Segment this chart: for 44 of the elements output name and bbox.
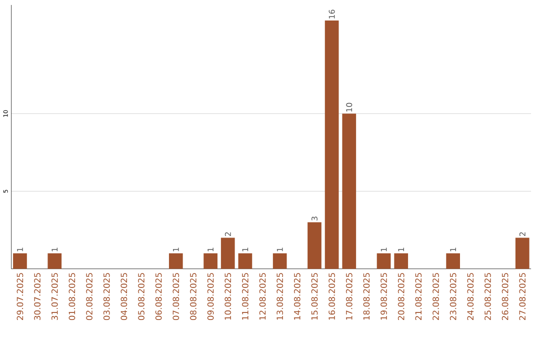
x-tick-label: 17.08.2025 — [346, 273, 352, 320]
bar — [13, 254, 27, 270]
x-tick-label: 06.08.2025 — [155, 273, 162, 320]
bar — [220, 238, 235, 270]
x-tick-label: 29.07.2025 — [16, 273, 24, 320]
x-tick-label: 08.08.2025 — [190, 273, 196, 320]
bar — [376, 254, 391, 270]
x-tick-label: 10.08.2025 — [224, 273, 232, 320]
x-tick-label: 01.08.2025 — [68, 273, 76, 320]
x-tick-label: 22.08.2025 — [432, 273, 439, 320]
x-tick-label: 18.08.2025 — [363, 273, 370, 320]
x-tick-label: 14.08.2025 — [294, 273, 300, 320]
x-tick-label: 11.08.2025 — [242, 273, 248, 320]
x-tick-label: 09.08.2025 — [207, 273, 214, 320]
x-tick-label: 20.08.2025 — [398, 273, 404, 320]
bar — [342, 114, 356, 270]
x-tick-label: 31.07.2025 — [51, 273, 58, 320]
x-tick-label: 12.08.2025 — [259, 273, 266, 320]
bar — [324, 20, 339, 270]
x-tick-label: 26.08.2025 — [502, 273, 508, 320]
x-tick-label: 15.08.2025 — [311, 273, 318, 320]
x-tick-label: 24.08.2025 — [467, 273, 474, 320]
x-tick-label: 05.08.2025 — [138, 273, 144, 320]
x-tick-label: 04.08.2025 — [120, 273, 128, 320]
x-tick-label: 30.07.2025 — [34, 273, 40, 320]
bar — [48, 254, 62, 270]
bar — [272, 254, 287, 270]
bar — [515, 238, 530, 270]
x-tick-label: 13.08.2025 — [276, 273, 284, 320]
bar — [308, 222, 322, 270]
x-tick-label: 16.08.2025 — [328, 273, 336, 320]
bar — [394, 254, 408, 270]
x-tick-label: 19.08.2025 — [380, 273, 387, 320]
bar — [238, 254, 252, 270]
x-tick-label: 27.08.2025 — [519, 273, 526, 320]
bar — [204, 254, 218, 270]
bar — [168, 254, 183, 270]
x-tick-label: 03.08.2025 — [103, 273, 110, 320]
bar — [446, 254, 460, 270]
x-tick-label: 07.08.2025 — [172, 273, 180, 320]
x-tick-label: 02.08.2025 — [86, 273, 92, 320]
x-tick-label: 25.08.2025 — [484, 273, 491, 320]
x-tick-label: 21.08.2025 — [415, 273, 422, 320]
x-tick-label: 23.08.2025 — [450, 273, 456, 320]
